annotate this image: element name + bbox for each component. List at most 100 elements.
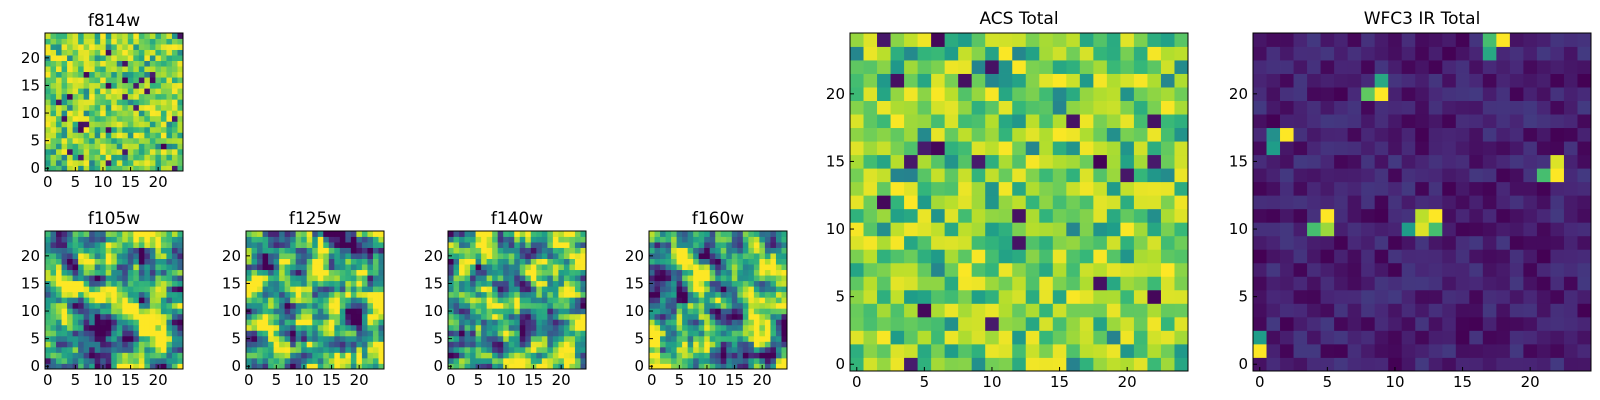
heatmap-cell [985,357,1000,372]
heatmap-cell [470,253,476,259]
heatmap-cell [481,291,488,298]
heatmap-cell [1147,87,1162,101]
heatmap-cell [144,297,151,304]
heatmap-cell [492,264,499,271]
heatmap-cell [536,330,543,337]
heatmap-cell [122,258,129,265]
heatmap-cell [514,258,521,265]
heatmap-cell [649,341,655,348]
heatmap-cell [1442,303,1457,318]
heatmap-cell [781,231,788,237]
heatmap-cell [257,231,263,237]
heatmap-cell [100,264,107,271]
heatmap-cell [257,286,263,293]
heatmap-cell [1174,357,1189,372]
heatmap-cell [475,253,482,259]
heatmap-cell [985,303,1000,318]
heatmap-cell [323,242,330,248]
heatmap-cell [356,313,363,320]
heatmap-cell [775,330,782,337]
heatmap-cell [61,55,68,61]
heatmap-cell [306,335,313,342]
heatmap-cell [563,275,570,282]
heatmap-cell [519,302,526,309]
heatmap-cell [138,55,145,61]
heatmap-cell [1093,195,1108,210]
heatmap-cell [50,253,57,259]
heatmap-cell [144,60,151,67]
heatmap-cell [1482,127,1497,142]
heatmap-cell [323,302,330,309]
heatmap-cell [1253,249,1267,264]
heatmap-cell [149,115,156,122]
heatmap-cell [78,66,85,73]
heatmap-cell [155,55,162,61]
heatmap-cell [649,231,655,237]
heatmap-cell [731,253,738,259]
heatmap-cell [944,181,959,196]
heatmap-cell [764,236,771,243]
heatmap-cell [453,291,460,298]
heatmap-cell [1577,168,1592,183]
heatmap-cell [547,313,554,320]
heatmap-cell [503,302,510,309]
heatmap-cell [1361,276,1376,291]
x-tick-label: 10 [697,371,716,389]
heatmap-cell [56,121,62,128]
heatmap-cell [1401,276,1416,291]
heatmap-cell [917,168,932,183]
heatmap-cell [78,154,85,161]
heatmap-cell [687,297,694,304]
heatmap-cell [67,291,73,298]
heatmap-cell [56,99,62,106]
heatmap-cell [372,352,379,359]
heatmap-cell [464,302,471,309]
heatmap-cell [61,231,68,237]
heatmap-cell [116,291,123,298]
heatmap-cell [709,313,716,320]
heatmap-cell [931,181,946,196]
heatmap-cell [569,335,576,342]
heatmap-cell [262,275,269,282]
heatmap-cell [149,148,156,155]
heatmap-cell [149,143,156,150]
heatmap-cell [1388,289,1403,304]
heatmap-cell [306,297,313,304]
heatmap-cell [1079,46,1094,61]
heatmap-cell [1012,289,1027,304]
heatmap-cell [166,77,173,84]
heatmap-cell [958,262,973,277]
heatmap-cell [890,303,905,318]
heatmap-cell [863,46,878,61]
heatmap-cell [676,236,683,243]
heatmap-cell [122,335,129,342]
heatmap-cell [1160,60,1175,74]
heatmap-cell [138,60,145,67]
heatmap-cell [155,297,162,304]
heatmap-cell [1106,100,1121,115]
heatmap-cell [1347,222,1362,237]
heatmap-cell [1509,235,1524,250]
heatmap-cell [1374,141,1389,156]
heatmap-cell [144,132,151,139]
heatmap-cell [580,247,587,254]
heatmap-cell [78,82,85,89]
heatmap-cell [290,275,297,282]
heatmap-cell [503,280,510,287]
heatmap-cell [665,313,672,320]
heatmap-cell [1374,73,1389,88]
heatmap-cell [863,276,878,291]
heatmap-cell [1147,33,1162,47]
heatmap-cell [580,291,587,298]
heatmap-cell [378,308,385,315]
heatmap-cell [367,330,374,337]
heatmap-cell [1025,330,1040,345]
heatmap-cell [1469,168,1484,183]
heatmap-cell [1160,276,1175,291]
heatmap-cell [687,319,694,326]
heatmap-cell [1160,222,1175,237]
heatmap-cell [144,346,151,353]
heatmap-cell [100,242,107,248]
heatmap-cell [1160,208,1175,223]
